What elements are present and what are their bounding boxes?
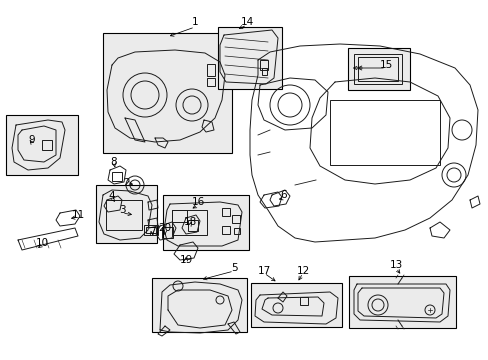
- Bar: [353, 54, 401, 84]
- Bar: [146, 227, 156, 233]
- Text: 13: 13: [388, 260, 402, 270]
- Text: 8: 8: [110, 157, 117, 167]
- Bar: [222, 226, 229, 234]
- Bar: [6, 115, 78, 175]
- Text: 4: 4: [108, 191, 115, 201]
- Text: 1: 1: [191, 17, 198, 27]
- Bar: [162, 227, 173, 238]
- Bar: [231, 215, 240, 223]
- Bar: [329, 100, 439, 165]
- Text: 3: 3: [119, 205, 125, 215]
- Text: 12: 12: [296, 266, 309, 276]
- Bar: [96, 185, 157, 243]
- Bar: [106, 200, 142, 230]
- Bar: [347, 48, 409, 90]
- Bar: [222, 208, 229, 216]
- Text: 17: 17: [257, 266, 270, 276]
- Text: 7: 7: [148, 227, 155, 237]
- Bar: [143, 225, 158, 235]
- Bar: [163, 195, 248, 250]
- Text: 18: 18: [183, 217, 196, 227]
- Bar: [250, 283, 341, 327]
- Text: 11: 11: [71, 210, 84, 220]
- Text: 14: 14: [240, 17, 253, 27]
- Text: 5: 5: [230, 263, 237, 273]
- Bar: [206, 64, 215, 76]
- Text: 6: 6: [280, 190, 287, 200]
- Text: 10: 10: [35, 238, 48, 248]
- Bar: [234, 228, 240, 234]
- Bar: [218, 27, 282, 89]
- Bar: [299, 297, 307, 305]
- Text: 9: 9: [29, 135, 35, 145]
- Text: 16: 16: [191, 197, 204, 207]
- Bar: [357, 57, 397, 81]
- Bar: [42, 140, 52, 150]
- Text: 19: 19: [179, 255, 192, 265]
- Text: 2: 2: [123, 178, 130, 188]
- Bar: [112, 172, 122, 181]
- Bar: [172, 210, 206, 235]
- Bar: [152, 278, 246, 332]
- Text: 15: 15: [379, 60, 392, 70]
- Bar: [260, 60, 267, 70]
- Bar: [206, 78, 215, 86]
- Bar: [187, 220, 198, 231]
- Bar: [348, 276, 455, 328]
- Bar: [103, 33, 231, 153]
- Bar: [262, 68, 266, 75]
- Text: 20: 20: [158, 223, 171, 233]
- Bar: [172, 210, 186, 222]
